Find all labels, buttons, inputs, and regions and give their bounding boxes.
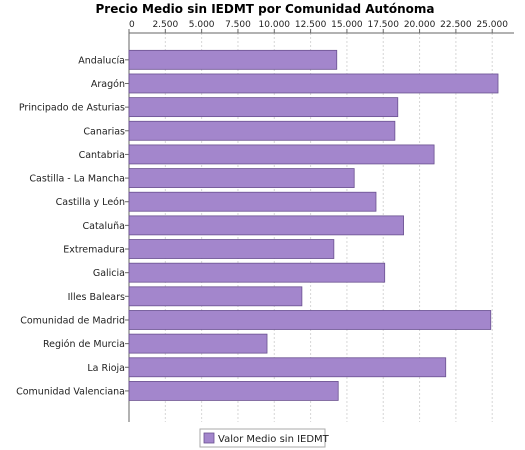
bar [128,144,435,165]
bar [128,97,399,118]
legend-swatch [203,432,215,444]
category-label: Castilla - La Mancha [29,174,125,185]
bar [128,286,303,307]
bar [128,120,396,141]
category-label: Cantabria [79,150,125,161]
category-label: La Rioja [87,363,125,374]
bar [128,262,386,283]
bar [128,310,492,330]
legend-box [199,428,326,448]
category-label: Extremadura [63,245,125,256]
bar [128,239,335,259]
x-tick-label: 12.500 [295,20,327,30]
bar [128,73,499,94]
bar [128,357,447,378]
x-tick-label: 25.000 [476,20,508,30]
category-label: Comunidad Valenciana [16,386,125,397]
category-label: Galicia [93,268,125,279]
x-tick-label: 5.000 [189,20,215,30]
category-label: Castilla y León [56,197,125,208]
bar [128,333,268,354]
category-label: Canarias [83,126,125,137]
x-tick-label: 20.000 [404,20,436,30]
x-tick-label: 17.500 [367,20,399,30]
bar [128,168,355,188]
category-label: Comunidad de Madrid [20,315,125,326]
bar [128,49,338,70]
x-tick-label: 15.000 [331,20,363,30]
bars [128,49,499,401]
category-label: Andalucía [78,55,125,66]
chart-title: Precio Medio sin IEDMT por Comunidad Aut… [96,2,435,16]
category-label: Aragón [91,79,125,90]
bar [128,381,339,401]
legend: Valor Medio sin IEDMT [199,428,330,448]
x-tick-label: 10.000 [259,20,291,30]
x-tick-label: 2.500 [152,20,178,30]
bar [128,215,404,236]
legend-label: Valor Medio sin IEDMT [218,434,330,445]
x-tick-label: 7.500 [225,20,251,30]
category-label: Principado de Asturias [19,103,125,114]
category-label: Cataluña [82,221,125,232]
category-label: Illes Balears [68,292,125,303]
x-tick-label: 22.500 [440,20,472,30]
category-label: Región de Murcia [43,339,125,350]
x-tick-label: 0 [129,20,135,30]
bar [128,191,377,212]
